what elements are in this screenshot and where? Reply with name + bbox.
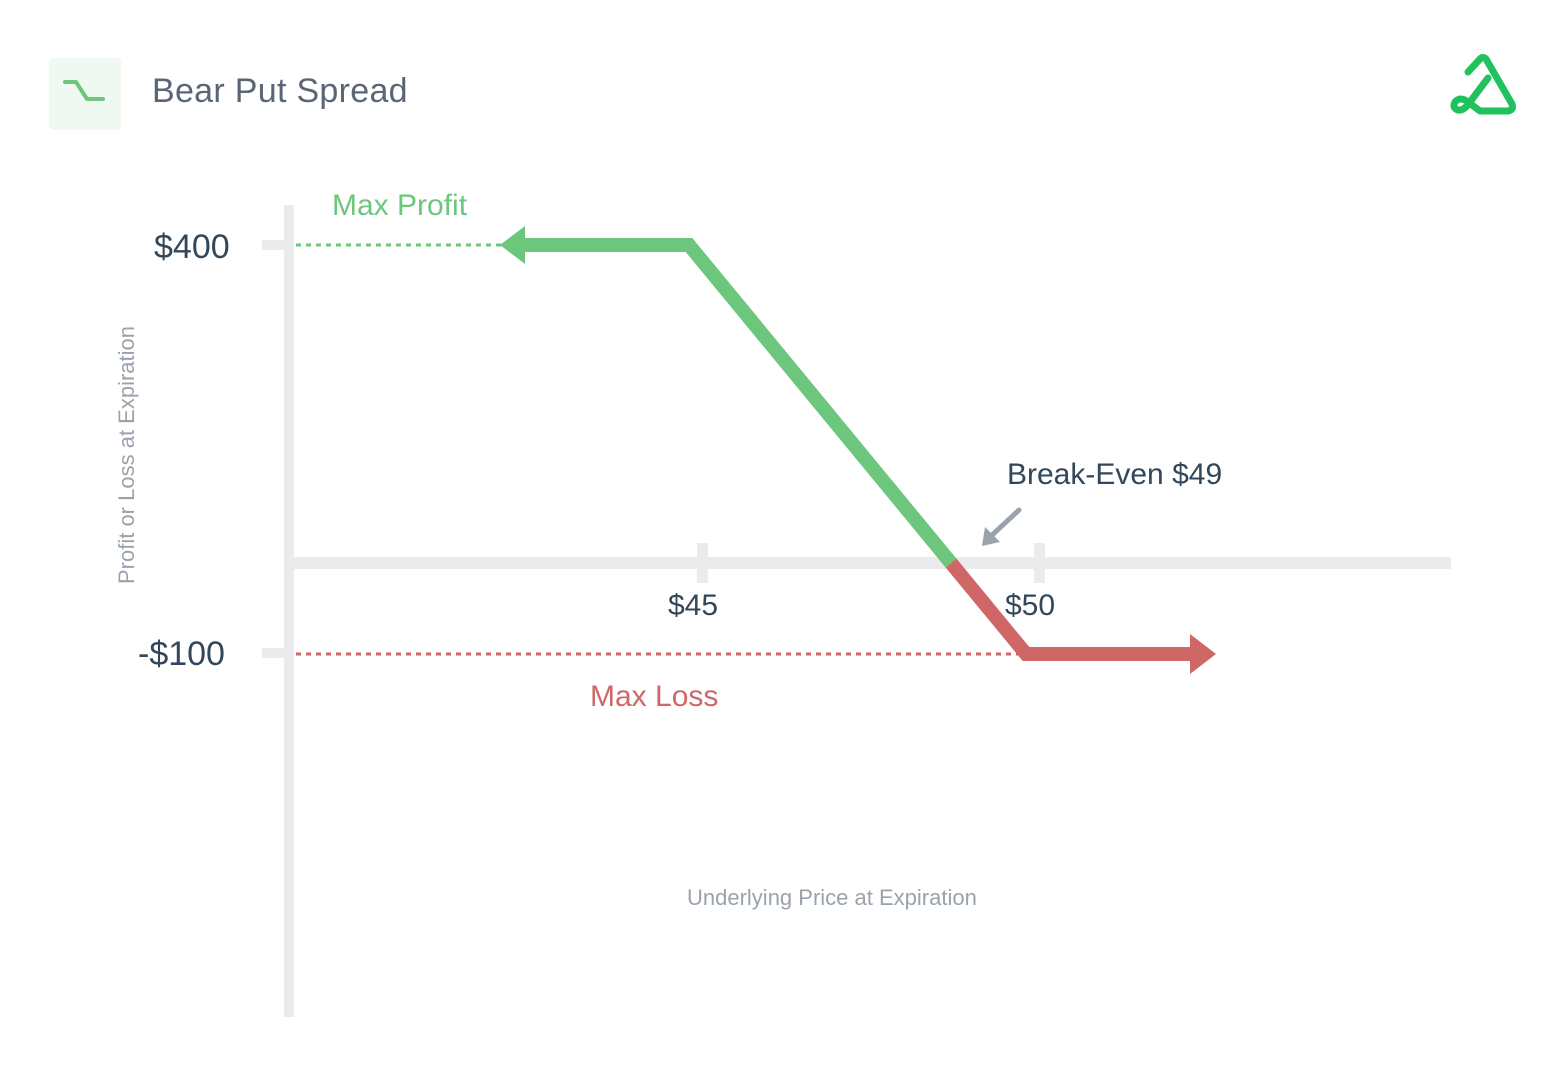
page-title: Bear Put Spread <box>152 72 408 110</box>
x-axis <box>294 557 1451 569</box>
profit-line <box>522 238 957 568</box>
left-arrow-icon <box>500 226 525 264</box>
max-profit-label: Max Profit <box>332 189 468 222</box>
strategy-icon-box <box>49 58 121 130</box>
max-loss-label: Max Loss <box>590 680 719 713</box>
y-tick-400: $400 <box>154 228 230 266</box>
x-tick-45: $45 <box>668 589 719 622</box>
x-tick-50: $50 <box>1005 589 1056 622</box>
x-axis-title: Underlying Price at Expiration <box>687 885 977 910</box>
y-axis-title: Profit or Loss at Expiration <box>114 325 139 585</box>
right-arrow-icon <box>1190 634 1216 674</box>
break-even-label: Break-Even $49 <box>1007 458 1223 491</box>
y-axis <box>284 205 294 1017</box>
break-even-arrow-icon <box>982 527 1000 546</box>
bear-put-spread-icon <box>63 80 105 101</box>
brand-logo-icon <box>1450 54 1516 115</box>
y-tick-neg100: -$100 <box>138 635 225 673</box>
loss-line <box>945 558 1195 661</box>
